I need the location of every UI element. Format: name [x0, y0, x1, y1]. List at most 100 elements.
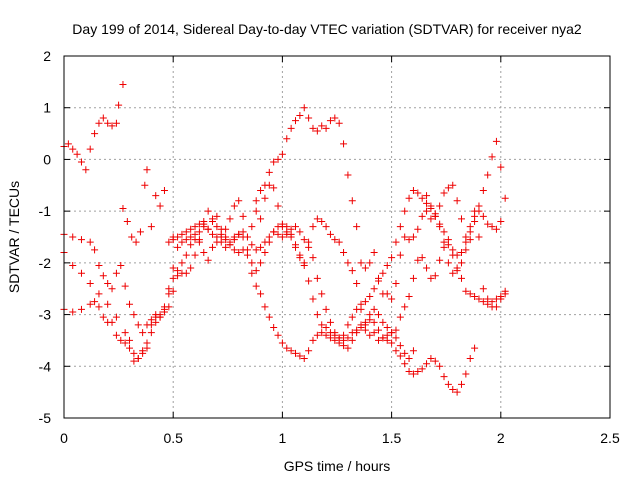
- data-point: [370, 285, 378, 293]
- data-point: [322, 324, 330, 331]
- data-point: [204, 225, 212, 233]
- series-track-b: [60, 223, 479, 396]
- data-point: [497, 163, 505, 171]
- data-point: [270, 184, 278, 192]
- data-point: [313, 274, 321, 282]
- data-point: [383, 324, 391, 331]
- data-point: [283, 228, 291, 236]
- data-point: [383, 261, 391, 269]
- data-point: [462, 238, 470, 246]
- data-point: [169, 287, 177, 295]
- data-point: [436, 256, 444, 264]
- data-point: [409, 370, 417, 378]
- data-point: [182, 236, 190, 244]
- data-point: [265, 168, 273, 176]
- data-point: [462, 370, 470, 378]
- data-point: [348, 267, 356, 275]
- data-point: [156, 313, 164, 321]
- data-point: [326, 318, 334, 326]
- data-point: [436, 202, 444, 210]
- data-point: [340, 249, 348, 257]
- data-point: [169, 236, 177, 244]
- data-point: [366, 331, 374, 339]
- data-point: [296, 111, 304, 119]
- data-point: [248, 259, 256, 267]
- data-point: [396, 223, 404, 231]
- data-point: [222, 243, 230, 251]
- data-point: [191, 223, 199, 231]
- data-point: [99, 114, 107, 122]
- data-point: [178, 230, 186, 238]
- y-tick-label: 2: [43, 48, 51, 64]
- data-point: [287, 124, 295, 132]
- data-point: [230, 233, 238, 241]
- x-tick-label: 2.5: [600, 430, 620, 446]
- data-point: [112, 313, 120, 321]
- data-point: [357, 305, 365, 313]
- data-point: [121, 329, 129, 337]
- data-point: [374, 336, 382, 344]
- data-point: [418, 254, 426, 262]
- data-point: [379, 269, 387, 277]
- data-point: [182, 228, 190, 236]
- data-point: [77, 305, 85, 313]
- data-point: [309, 223, 317, 231]
- data-point: [383, 331, 391, 339]
- y-tick-label: 0: [43, 151, 51, 167]
- data-point: [265, 313, 273, 321]
- data-point: [292, 243, 300, 251]
- data-point: [348, 197, 356, 205]
- data-point: [69, 233, 77, 241]
- data-point: [274, 230, 282, 238]
- data-point: [492, 225, 500, 233]
- data-point: [200, 249, 208, 257]
- data-point: [86, 238, 94, 246]
- data-point: [449, 246, 457, 254]
- data-point: [187, 225, 195, 233]
- data-point: [501, 194, 509, 202]
- data-point: [348, 313, 356, 321]
- data-point: [300, 236, 308, 244]
- data-point: [265, 181, 273, 189]
- data-point: [392, 334, 400, 342]
- data-point: [418, 365, 426, 373]
- data-point: [353, 223, 361, 231]
- data-point: [471, 344, 479, 352]
- data-point: [313, 311, 321, 319]
- data-point: [119, 205, 127, 213]
- data-point: [471, 212, 479, 220]
- data-point: [147, 329, 155, 337]
- data-point: [444, 184, 452, 192]
- data-point: [479, 285, 487, 293]
- data-point: [405, 355, 413, 363]
- data-point: [239, 233, 247, 241]
- data-point: [457, 259, 465, 267]
- data-point: [431, 357, 439, 365]
- data-point: [466, 236, 474, 244]
- data-point: [300, 355, 308, 363]
- y-axis-label: SDTVAR / TECUs: [6, 181, 22, 293]
- data-point: [278, 339, 286, 347]
- data-point: [440, 373, 448, 381]
- data-point: [492, 137, 500, 145]
- data-point: [326, 117, 334, 125]
- data-point: [270, 158, 278, 166]
- data-point: [388, 329, 396, 337]
- data-point: [292, 223, 300, 231]
- data-point: [95, 303, 103, 311]
- data-point: [252, 282, 260, 290]
- data-point: [226, 215, 234, 223]
- data-point: [436, 223, 444, 231]
- data-point: [374, 277, 382, 285]
- data-point: [453, 388, 461, 396]
- series-track-f: [252, 181, 417, 363]
- data-point: [104, 119, 112, 127]
- data-point: [409, 186, 417, 194]
- data-point: [497, 217, 505, 225]
- data-point: [77, 236, 85, 244]
- data-point: [409, 233, 417, 241]
- data-point: [449, 269, 457, 277]
- data-point: [396, 251, 404, 259]
- data-point: [401, 360, 409, 368]
- data-point: [440, 228, 448, 236]
